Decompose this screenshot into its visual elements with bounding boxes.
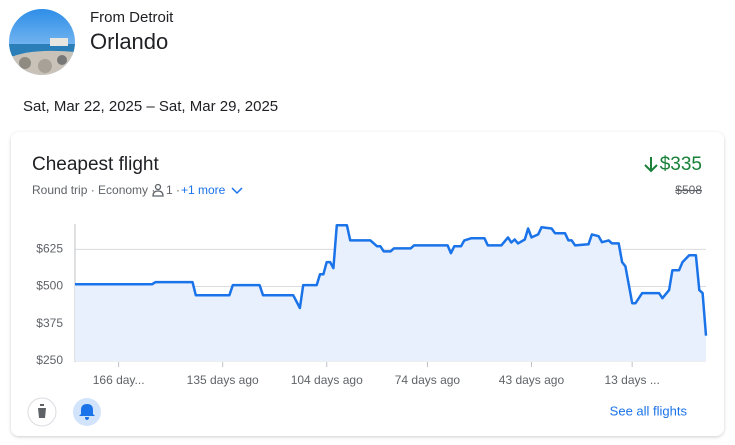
origin: From Detroit bbox=[90, 9, 174, 26]
more-link[interactable]: +1 more bbox=[181, 183, 226, 197]
price-area bbox=[75, 225, 706, 361]
x-tick-label: 43 days ago bbox=[499, 373, 565, 387]
passenger-icon bbox=[152, 183, 164, 197]
see-all-flights[interactable]: See all flights bbox=[610, 403, 688, 418]
x-tick-label: 74 days ago bbox=[395, 373, 461, 387]
price-line bbox=[75, 223, 708, 336]
destination: Orlando bbox=[90, 29, 168, 54]
destination-photo bbox=[9, 9, 75, 75]
x-tick-label: 104 days ago bbox=[291, 373, 363, 387]
y-tick-label: $250 bbox=[36, 353, 63, 367]
trip-details: Round trip · Economy · bbox=[32, 183, 155, 197]
passengers: 1 · bbox=[166, 183, 180, 197]
x-tick-label: 135 days ago bbox=[187, 373, 259, 387]
card-title: Cheapest flight bbox=[32, 154, 159, 175]
price-chart: $250 $375 $500 $625 166 day... 135 days ago 10… bbox=[36, 223, 708, 387]
dates: Sat, Mar 22, 2025 – Sat, Mar 29, 2025 bbox=[23, 98, 278, 115]
y-tick-label: $375 bbox=[36, 316, 63, 330]
y-tick-label: $500 bbox=[36, 279, 63, 293]
chevron[interactable] bbox=[231, 187, 243, 195]
price: $335 bbox=[660, 154, 702, 175]
price-drop-icon bbox=[644, 157, 658, 173]
x-tick-label: 166 day... bbox=[93, 373, 145, 387]
delete-button[interactable] bbox=[27, 397, 57, 427]
alert-button[interactable] bbox=[73, 398, 101, 426]
x-tick-label: 13 days ... bbox=[604, 373, 659, 387]
y-tick-label: $625 bbox=[36, 241, 63, 255]
previous-price: $508 bbox=[675, 183, 702, 197]
